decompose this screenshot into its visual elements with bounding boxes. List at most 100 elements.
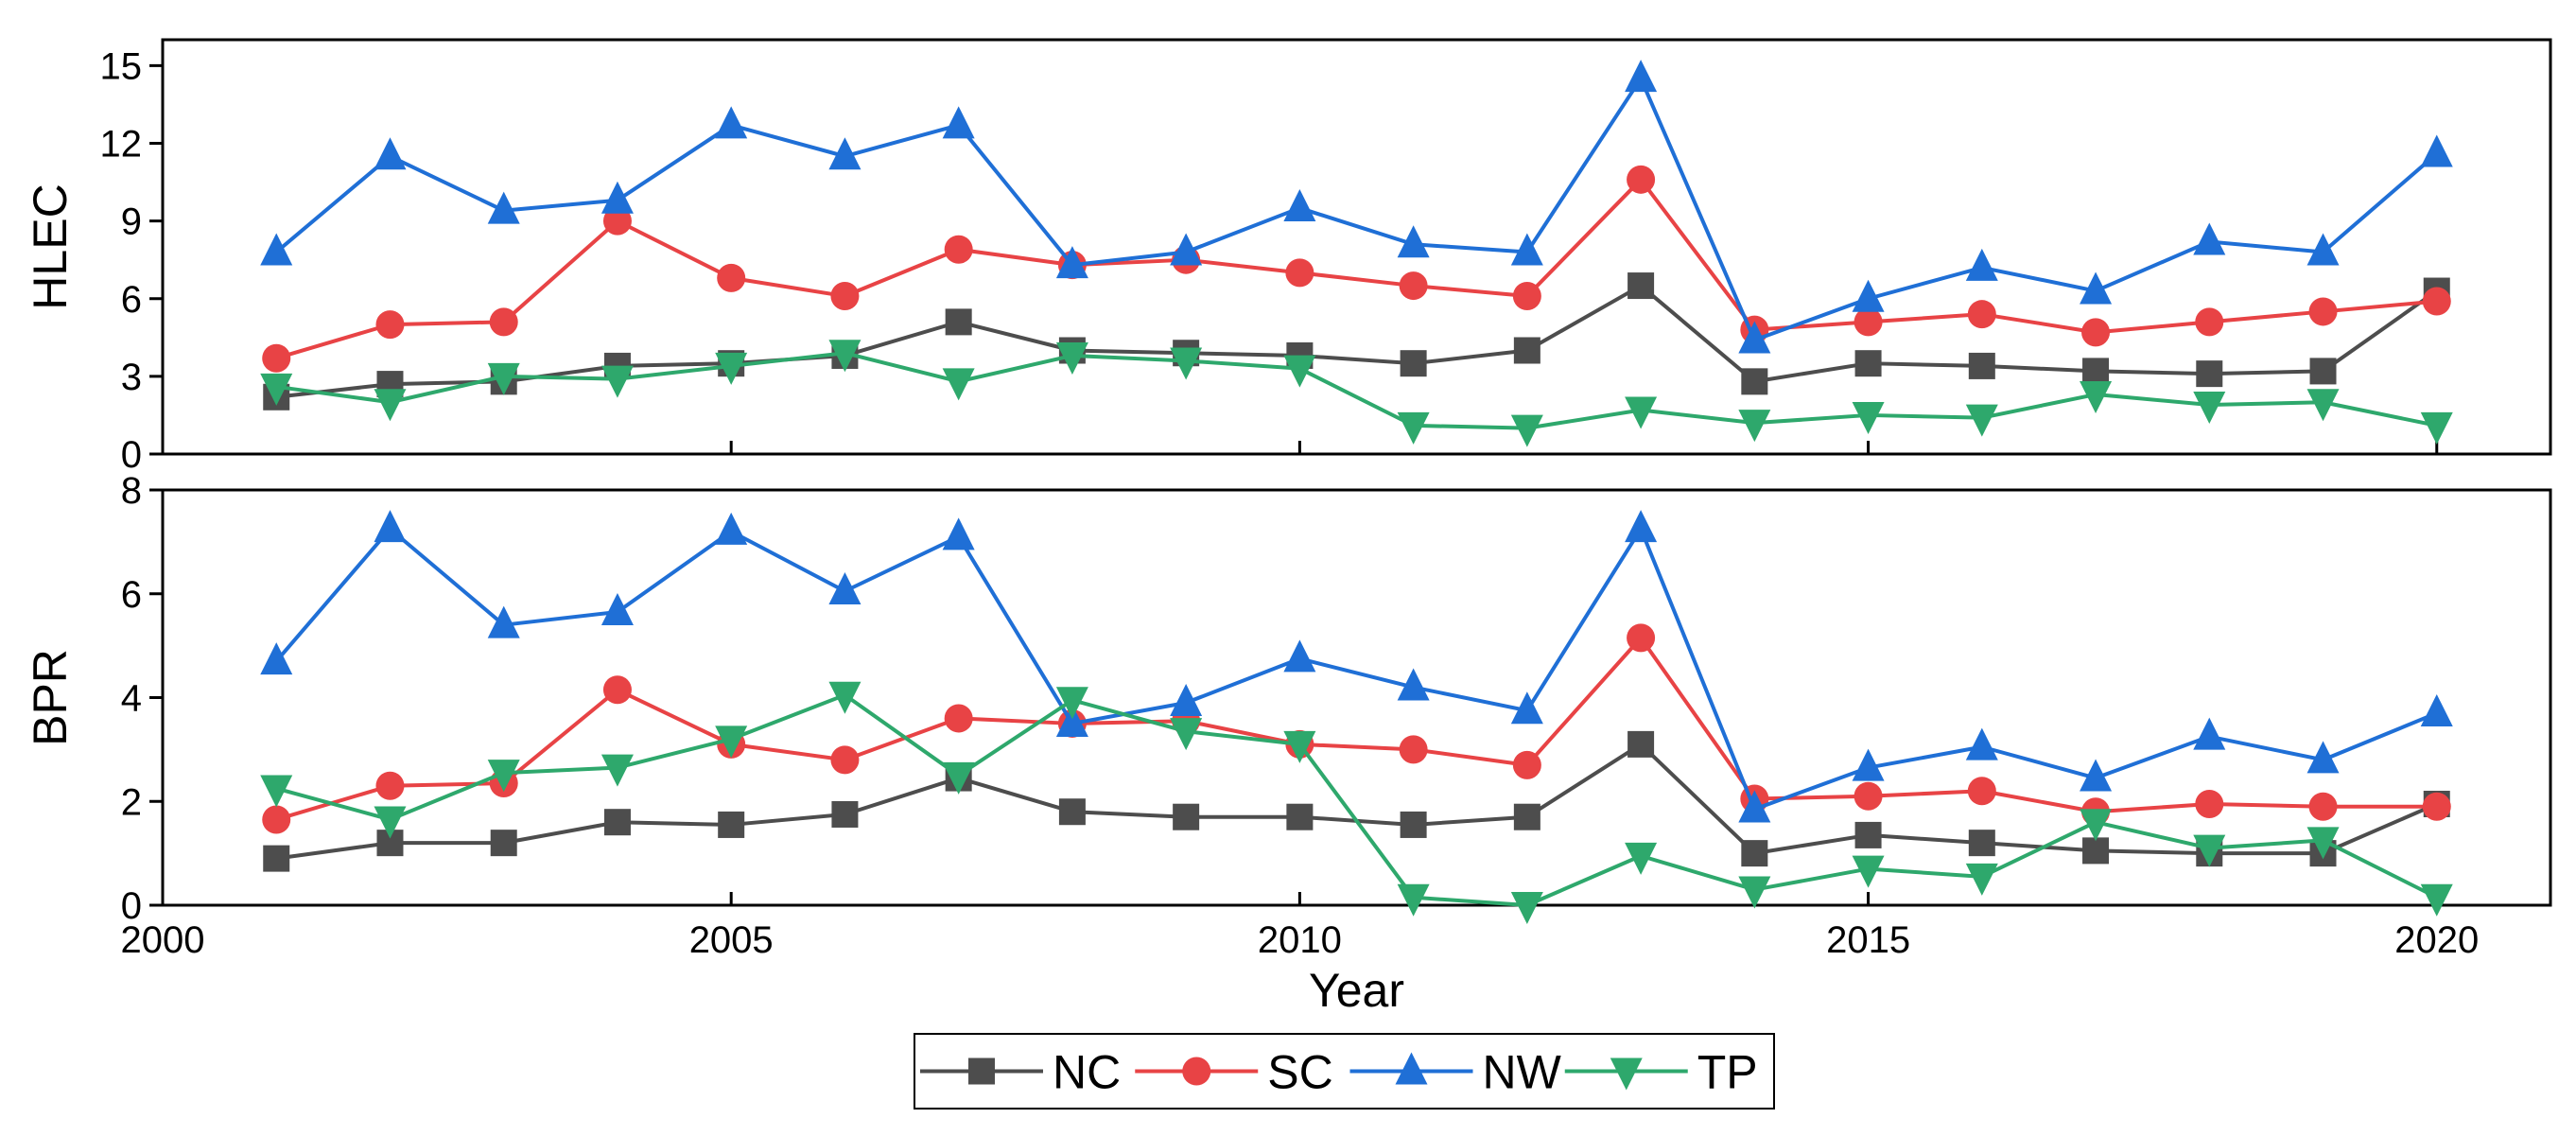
data-point-sc bbox=[602, 206, 632, 236]
data-point-nc bbox=[1854, 821, 1882, 848]
y-tick-label: 0 bbox=[121, 885, 142, 927]
data-point-tp bbox=[2080, 381, 2113, 414]
legend-label: SC bbox=[1267, 1046, 1332, 1099]
y-tick-label: 2 bbox=[121, 781, 142, 823]
data-point-nc bbox=[1627, 272, 1655, 300]
data-point-sc bbox=[262, 343, 291, 373]
legend-marker bbox=[1610, 1057, 1643, 1091]
data-point-nw bbox=[2193, 222, 2226, 255]
data-point-nw bbox=[1283, 188, 1316, 221]
x-tick-label: 2020 bbox=[2394, 919, 2479, 961]
x-axis-title: Year bbox=[1309, 964, 1404, 1017]
data-point-tp bbox=[1170, 718, 1203, 751]
data-point-tp bbox=[374, 389, 407, 422]
data-point-nw bbox=[1510, 691, 1543, 725]
data-point-tp bbox=[2080, 809, 2113, 842]
data-point-sc bbox=[2422, 792, 2451, 821]
data-point-nc bbox=[1173, 803, 1200, 830]
data-point-tp bbox=[1738, 876, 1771, 909]
series-nc bbox=[263, 272, 2450, 411]
y-tick-label: 9 bbox=[121, 201, 142, 243]
data-point-nc bbox=[1286, 803, 1314, 830]
data-point-sc bbox=[830, 282, 860, 311]
data-point-sc bbox=[2422, 287, 2451, 316]
data-point-sc bbox=[1967, 300, 1996, 329]
data-point-sc bbox=[1854, 307, 1883, 337]
data-point-nw bbox=[1625, 60, 1658, 93]
data-point-sc bbox=[1512, 282, 1541, 311]
y-tick-label: 3 bbox=[121, 357, 142, 398]
data-point-nw bbox=[1170, 683, 1203, 716]
y-tick-label: 12 bbox=[100, 124, 143, 166]
data-point-nw bbox=[942, 517, 975, 551]
series-line-nc bbox=[276, 284, 2438, 399]
data-point-tp bbox=[828, 681, 862, 714]
data-point-nc bbox=[1741, 368, 1768, 395]
data-point-nw bbox=[1625, 510, 1658, 543]
plot-frame bbox=[161, 38, 2552, 456]
series-line-tp bbox=[275, 692, 2438, 907]
data-point-tp bbox=[600, 365, 634, 398]
series-line-tp bbox=[275, 351, 2438, 430]
data-point-sc bbox=[262, 805, 291, 834]
data-point-sc bbox=[1399, 735, 1428, 764]
data-point-nc bbox=[2082, 837, 2110, 865]
data-point-nw bbox=[1738, 321, 1771, 354]
data-point-sc bbox=[1285, 258, 1314, 288]
legend-item-sc: SC bbox=[1135, 1046, 1333, 1099]
data-point-sc bbox=[2081, 318, 2111, 347]
data-point-tp bbox=[1625, 842, 1658, 875]
data-point-tp bbox=[1397, 883, 1430, 917]
data-point-nc bbox=[1627, 730, 1655, 758]
y-tick-label: 4 bbox=[121, 678, 142, 720]
y-tick-label: 0 bbox=[121, 434, 142, 476]
data-point-nc bbox=[1513, 337, 1540, 364]
data-point-nc bbox=[603, 809, 631, 836]
data-point-nc bbox=[1513, 803, 1540, 830]
data-point-nw bbox=[2080, 271, 2113, 305]
data-point-sc bbox=[2308, 297, 2338, 326]
data-point-nc bbox=[2309, 358, 2337, 385]
data-point-tp bbox=[942, 761, 975, 795]
data-point-tp bbox=[2193, 391, 2226, 424]
x-tick-labels: 2000 2005 2010 2015 2020 bbox=[121, 919, 2480, 961]
data-point-tp bbox=[715, 352, 748, 385]
y-axis-title: BPR bbox=[24, 649, 77, 746]
data-point-nw bbox=[2306, 233, 2340, 266]
series-line-nw bbox=[274, 77, 2439, 342]
data-point-tp bbox=[487, 760, 520, 793]
data-point-sc bbox=[944, 704, 973, 733]
data-point-tp bbox=[828, 340, 862, 373]
data-point-tp bbox=[600, 754, 634, 787]
data-point-nc bbox=[1400, 350, 1427, 377]
data-point-tp bbox=[1625, 396, 1658, 429]
data-point-sc bbox=[2308, 792, 2338, 821]
data-point-sc bbox=[1627, 165, 1656, 194]
data-point-tp bbox=[2420, 883, 2453, 917]
data-point-tp bbox=[1510, 414, 1543, 447]
data-point-nc bbox=[831, 800, 859, 828]
y-tick-label: 6 bbox=[121, 574, 142, 616]
series-nc bbox=[263, 730, 2450, 872]
data-point-sc bbox=[830, 745, 860, 775]
data-point-tp bbox=[1738, 410, 1771, 443]
data-point-nw bbox=[1738, 790, 1771, 823]
data-point-nw bbox=[1852, 279, 1885, 312]
data-point-nc bbox=[1741, 840, 1768, 867]
legend-label: TP bbox=[1697, 1046, 1758, 1099]
data-point-tp bbox=[1965, 404, 1998, 437]
data-point-tp bbox=[487, 362, 520, 395]
panel-hlec: 0 3 6 9 12 15 HLEC bbox=[24, 38, 2552, 476]
data-point-tp bbox=[715, 725, 748, 759]
data-point-tp bbox=[260, 373, 293, 406]
data-point-nw bbox=[1510, 233, 1543, 266]
data-point-nw bbox=[1397, 225, 1430, 258]
data-point-nw bbox=[2193, 717, 2226, 750]
data-point-nc bbox=[490, 830, 517, 857]
data-point-nw bbox=[1170, 233, 1203, 266]
legend-marker bbox=[968, 1057, 995, 1085]
data-point-sc bbox=[1967, 777, 1996, 806]
data-point-nc bbox=[1058, 798, 1086, 826]
y-tick-label: 15 bbox=[100, 45, 143, 87]
data-point-tp bbox=[1283, 730, 1316, 763]
